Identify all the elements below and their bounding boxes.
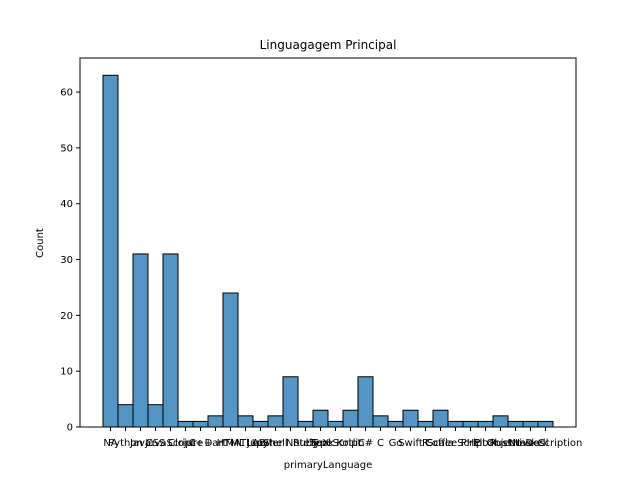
x-tick-label: Objective-C: [486, 438, 544, 449]
x-tick-label: Go: [389, 438, 403, 449]
x-tick-label: Elixir: [473, 438, 499, 449]
y-tick-label: 0: [67, 423, 73, 434]
bar: [132, 253, 149, 428]
x-tick-label: C: [377, 438, 384, 449]
bar: [342, 409, 359, 428]
bar: [237, 415, 254, 428]
bar: [537, 420, 554, 428]
x-tick-label: Jupyter Notebook: [246, 438, 334, 449]
bar: [387, 420, 404, 428]
y-tick-label: 10: [60, 367, 73, 378]
x-tick-label: Dart: [205, 438, 227, 449]
x-tick-label: Shell: [263, 438, 287, 449]
bar: [477, 420, 494, 428]
x-tick-label: Kotlin: [337, 438, 365, 449]
x-tick-label: NA: [103, 438, 117, 449]
x-tick-label: Ruby: [293, 438, 318, 449]
x-tick-label: C#: [358, 438, 373, 449]
y-tick-label: 30: [60, 255, 73, 266]
x-tick-label: R: [422, 438, 429, 449]
bar: [117, 404, 134, 428]
y-tick-label: 20: [60, 311, 73, 322]
x-tick-label: PHP: [461, 438, 481, 449]
bar: [192, 420, 209, 428]
bar: [282, 376, 299, 428]
bar: [372, 415, 389, 428]
y-tick-label: 60: [60, 88, 73, 99]
plot-frame: [79, 57, 577, 428]
x-tick-label: Swift: [398, 438, 423, 449]
bar: [402, 409, 419, 428]
bar: [222, 292, 239, 428]
bar: [177, 420, 194, 428]
x-tick-label: No Description: [509, 438, 583, 449]
bar: [162, 253, 179, 428]
bar: [312, 409, 329, 428]
x-tick-label: C++: [189, 438, 213, 449]
bar: [102, 74, 119, 428]
bar: [492, 415, 509, 428]
x-tick-label: HTML: [217, 438, 245, 449]
y-tick-label: 50: [60, 143, 73, 154]
x-tick-label: Java: [129, 438, 151, 449]
y-tick-label: 40: [60, 199, 73, 210]
x-tick-label: TeX: [311, 438, 330, 449]
bar: [147, 404, 164, 428]
bar: [252, 420, 269, 428]
x-tick-label: Scala: [427, 438, 454, 449]
bar: [462, 420, 479, 428]
bar: [327, 420, 344, 428]
bar: [432, 409, 449, 428]
bar: [357, 376, 374, 428]
bar: [207, 415, 224, 428]
bar: [417, 420, 434, 428]
x-tick-label: Rust: [490, 438, 512, 449]
x-tick-label: CSS: [146, 438, 166, 449]
x-tick-label: Haskell: [512, 438, 548, 449]
bar: [297, 420, 314, 428]
bar: [447, 420, 464, 428]
x-tick-label: TypeScript: [309, 438, 362, 449]
x-tick-label: JavaScript: [144, 438, 195, 449]
bar: [267, 415, 284, 428]
x-axis-label: primaryLanguage: [284, 460, 373, 471]
y-axis-label: Count: [35, 228, 46, 258]
bar: [522, 420, 539, 428]
x-tick-label: Clojure: [168, 438, 203, 449]
bar: [507, 420, 524, 428]
x-tick-label: Lua: [252, 438, 270, 449]
x-tick-label: Python: [108, 438, 143, 449]
chart-title: Linguagagem Principal: [260, 38, 397, 52]
x-tick-label: CoffeeScript: [425, 438, 486, 449]
x-tick-label: MATLAB: [225, 438, 265, 449]
